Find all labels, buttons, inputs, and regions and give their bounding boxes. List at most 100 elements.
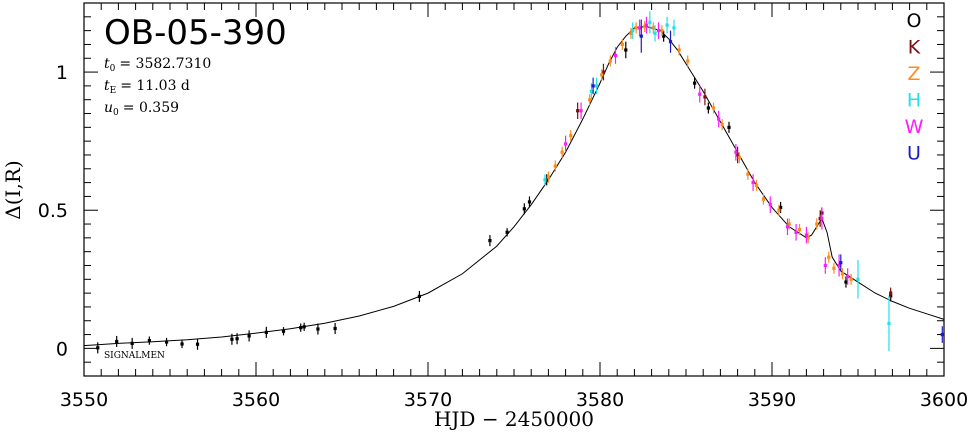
data-point — [840, 272, 845, 276]
data-point — [147, 339, 151, 343]
data-point — [543, 178, 547, 182]
data-point — [677, 48, 681, 52]
legend-entry-w: W — [905, 116, 924, 138]
y-tick-label: 1 — [56, 62, 68, 84]
data-point — [643, 24, 647, 29]
data-point — [777, 208, 781, 212]
param-u0: u0 = 0.359 — [104, 100, 179, 118]
series-h — [543, 11, 891, 352]
data-point — [600, 73, 604, 77]
data-point — [164, 340, 169, 344]
data-point — [115, 339, 119, 344]
signalmen-annotation: SIGNALMEN — [104, 351, 165, 361]
data-point — [797, 227, 802, 232]
param-tE: tE = 11.03 d — [104, 78, 190, 96]
data-point — [651, 26, 655, 30]
axis-ticks — [83, 2, 945, 377]
model-curve — [83, 25, 945, 347]
data-point — [629, 31, 633, 35]
legend-entry-o: O — [907, 10, 922, 32]
data-point — [180, 342, 184, 346]
data-point — [522, 207, 526, 211]
data-point — [130, 341, 134, 345]
data-point — [889, 291, 893, 295]
data-point — [736, 153, 740, 157]
series-u — [591, 19, 944, 343]
data-point — [644, 23, 649, 27]
data-point — [706, 106, 710, 110]
legend-entry-u: U — [907, 143, 921, 165]
data-point — [849, 277, 853, 281]
data-point — [624, 48, 628, 52]
data-point — [505, 230, 509, 234]
data-point — [653, 31, 657, 35]
series-o — [96, 30, 893, 354]
data-point — [613, 53, 618, 58]
data-point — [832, 266, 836, 270]
data-point — [545, 178, 549, 182]
data-point — [779, 205, 783, 210]
data-point — [620, 42, 624, 47]
data-point — [648, 20, 652, 24]
chart-title: OB-05-390 — [104, 13, 287, 53]
data-point — [639, 34, 643, 38]
param-t0: t0 = 3582.7310 — [104, 56, 211, 74]
data-point — [195, 342, 200, 346]
data-point — [316, 327, 320, 331]
data-point — [734, 150, 738, 154]
data-point — [668, 40, 673, 44]
data-point — [751, 180, 755, 185]
legend-entry-z: Z — [907, 63, 920, 85]
data-point — [698, 92, 702, 96]
data-point — [844, 280, 848, 284]
data-point — [887, 321, 891, 326]
data-point — [235, 337, 239, 341]
data-point — [746, 172, 750, 176]
y-tick-label: 0.5 — [38, 200, 68, 222]
x-tick-label: 3580 — [576, 389, 624, 411]
data-point — [665, 23, 669, 27]
data-point — [417, 294, 421, 299]
data-point — [787, 222, 791, 226]
x-axis-label: HJD − 2450000 — [434, 407, 594, 431]
data-point — [662, 34, 666, 38]
data-point — [686, 59, 690, 63]
data-point — [560, 150, 564, 154]
data-point — [637, 26, 642, 30]
axis-tick-labels: 3550 3560 3570 3580 3590 3600 0 0.5 1 — [38, 62, 968, 411]
data-point — [299, 326, 303, 330]
data-point — [553, 164, 557, 168]
x-tick-label: 3600 — [920, 389, 968, 411]
data-point — [281, 329, 286, 333]
data-point — [591, 84, 595, 88]
data-point — [823, 263, 827, 268]
data-points — [96, 11, 944, 354]
data-point — [589, 89, 593, 94]
legend-entry-k: K — [908, 37, 921, 59]
data-point — [230, 337, 234, 341]
data-point — [839, 261, 843, 265]
plot-frame — [83, 2, 945, 377]
data-point — [660, 29, 664, 33]
data-point — [693, 81, 697, 85]
series-z — [546, 20, 853, 285]
data-point — [608, 59, 612, 63]
data-point — [818, 216, 822, 221]
legend-entry-h: H — [907, 90, 921, 112]
data-point — [815, 222, 819, 226]
data-point — [940, 332, 944, 337]
data-point — [634, 26, 638, 30]
x-tick-label: 3550 — [60, 389, 108, 411]
data-point — [579, 109, 583, 113]
data-point — [806, 236, 810, 240]
x-tick-label: 3570 — [404, 389, 452, 411]
y-tick-label: 0 — [56, 338, 68, 360]
data-point — [576, 109, 580, 113]
data-point — [804, 233, 808, 237]
data-point — [761, 197, 765, 201]
data-point — [737, 156, 741, 160]
data-point — [569, 134, 573, 138]
data-point — [264, 330, 268, 334]
data-point — [754, 183, 759, 187]
